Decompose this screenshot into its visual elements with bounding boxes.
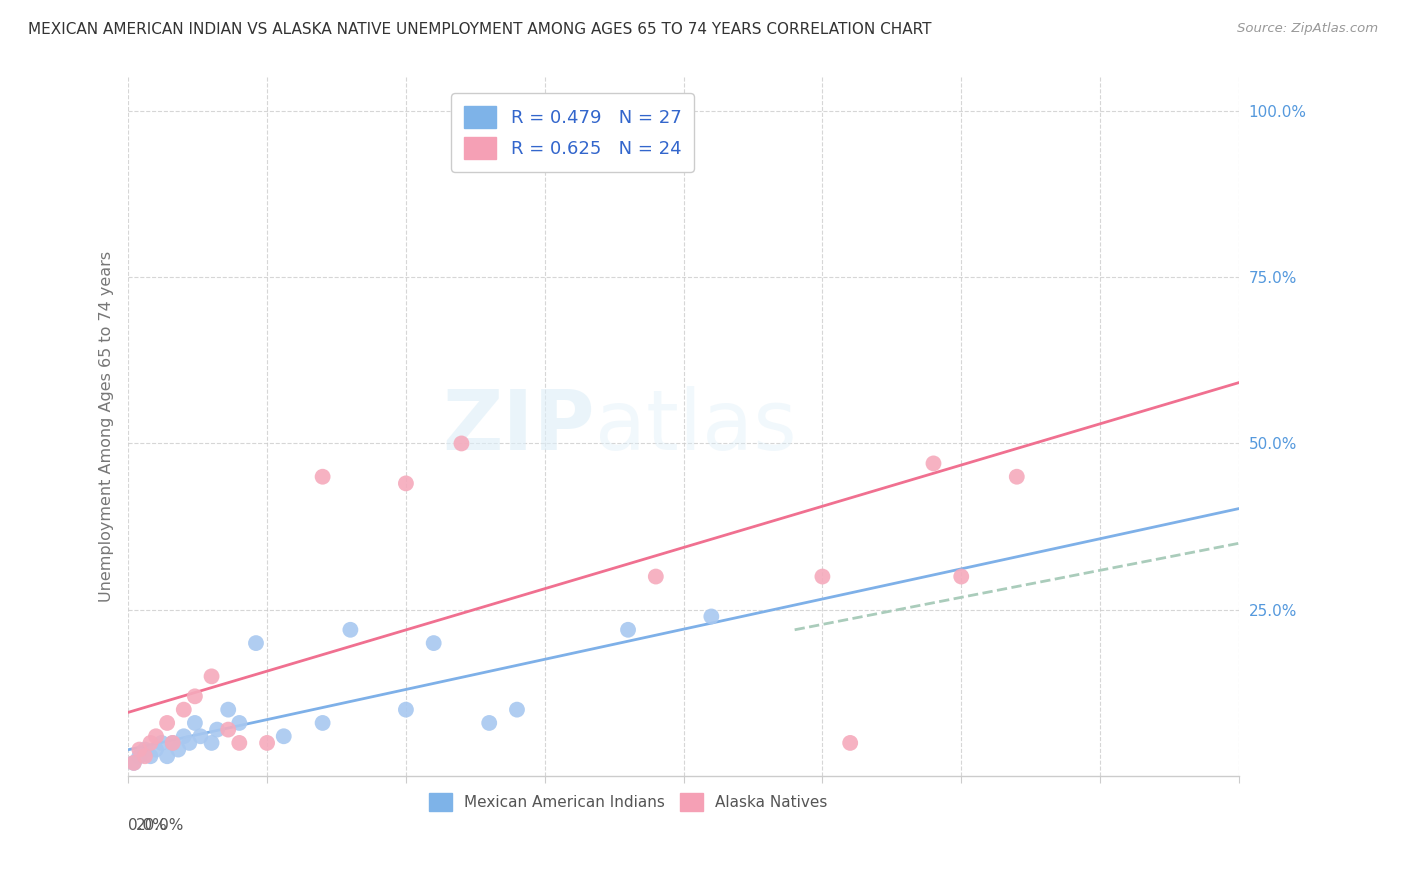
Point: [311, 715, 333, 730]
Point: [184, 690, 207, 704]
Y-axis label: Unemployment Among Ages 65 to 74 years: Unemployment Among Ages 65 to 74 years: [100, 252, 114, 602]
Legend: Mexican American Indians, Alaska Natives: Mexican American Indians, Alaska Natives: [423, 787, 834, 817]
Point: [134, 742, 156, 756]
Point: [422, 636, 444, 650]
Point: [839, 736, 862, 750]
Point: [128, 742, 150, 756]
Point: [162, 736, 184, 750]
Point: [922, 457, 945, 471]
Point: [167, 742, 190, 756]
Point: [184, 715, 207, 730]
Point: [156, 749, 179, 764]
Point: [122, 756, 145, 770]
Text: atlas: atlas: [595, 386, 796, 467]
Point: [700, 609, 723, 624]
Point: [1005, 469, 1028, 483]
Point: [173, 703, 195, 717]
Point: [311, 469, 333, 483]
Point: [200, 736, 222, 750]
Point: [217, 723, 239, 737]
Point: [190, 729, 212, 743]
Point: [139, 749, 162, 764]
Point: [506, 703, 529, 717]
Point: [256, 736, 278, 750]
Point: [134, 749, 156, 764]
Text: Source: ZipAtlas.com: Source: ZipAtlas.com: [1237, 22, 1378, 36]
Point: [228, 715, 250, 730]
Point: [205, 723, 228, 737]
Point: [672, 103, 695, 118]
Point: [145, 742, 167, 756]
Text: ZIP: ZIP: [443, 386, 595, 467]
Point: [811, 569, 834, 583]
Point: [478, 715, 501, 730]
Point: [245, 636, 267, 650]
Point: [200, 669, 222, 683]
Point: [179, 736, 201, 750]
Point: [122, 756, 145, 770]
Point: [150, 736, 173, 750]
Point: [156, 715, 179, 730]
Point: [139, 736, 162, 750]
Point: [395, 703, 418, 717]
Point: [173, 729, 195, 743]
Point: [339, 623, 361, 637]
Point: [217, 703, 239, 717]
Point: [162, 736, 184, 750]
Point: [617, 623, 640, 637]
Text: 0.0%: 0.0%: [128, 818, 167, 833]
Point: [128, 749, 150, 764]
Text: 20.0%: 20.0%: [135, 818, 184, 833]
Point: [228, 736, 250, 750]
Point: [273, 729, 295, 743]
Point: [145, 729, 167, 743]
Point: [450, 436, 472, 450]
Text: MEXICAN AMERICAN INDIAN VS ALASKA NATIVE UNEMPLOYMENT AMONG AGES 65 TO 74 YEARS : MEXICAN AMERICAN INDIAN VS ALASKA NATIVE…: [28, 22, 932, 37]
Point: [950, 569, 973, 583]
Point: [644, 569, 666, 583]
Point: [395, 476, 418, 491]
